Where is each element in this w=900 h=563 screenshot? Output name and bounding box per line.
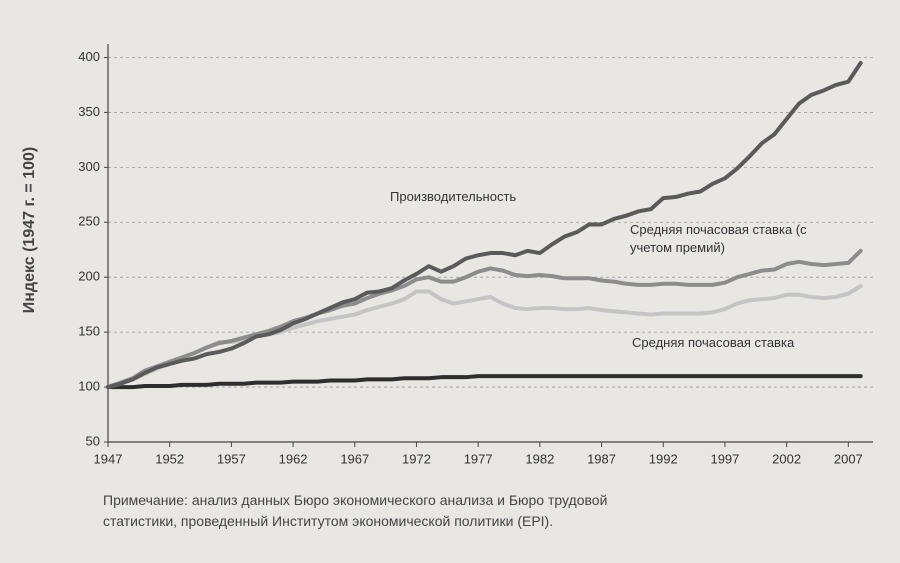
- y-tick-label: 300: [78, 159, 100, 174]
- x-tick-label: 1972: [402, 451, 431, 466]
- x-tick-label: 1957: [217, 451, 246, 466]
- note-line: Примечание: анализ данных Бюро экономиче…: [103, 492, 608, 508]
- x-tick-label: 1977: [464, 451, 493, 466]
- x-tick-label: 1992: [649, 451, 678, 466]
- x-tick-label: 1947: [94, 451, 123, 466]
- x-tick-label: 1982: [525, 451, 554, 466]
- series-line: [106, 60, 863, 390]
- note: Примечание: анализ данных Бюро экономиче…: [103, 490, 743, 532]
- series-label: Средняя почасовая ставка: [632, 335, 795, 350]
- x-tick-label: 1952: [155, 451, 184, 466]
- x-tick-label: 1987: [587, 451, 616, 466]
- series-label: Производительность: [390, 189, 517, 204]
- series-label: Средняя почасовая ставка (с учетом преми…: [630, 222, 807, 255]
- x-tick-label: 1962: [279, 451, 308, 466]
- y-tick-label: 250: [78, 214, 100, 229]
- series-line: [106, 248, 863, 390]
- y-tick-label: 350: [78, 104, 100, 119]
- x-tick-label: 2007: [834, 451, 863, 466]
- y-tick-label: 400: [78, 49, 100, 64]
- series-line: [106, 374, 863, 390]
- x-tick-label: 1997: [710, 451, 739, 466]
- x-tick-label: 1967: [340, 451, 369, 466]
- y-tick-label: 100: [78, 379, 100, 394]
- note-line: статистики, проведенный Институтом эконо…: [103, 513, 554, 529]
- x-tick-label: 2002: [772, 451, 801, 466]
- y-tick-label: 200: [78, 269, 100, 284]
- y-axis-label: Индекс (1947 г. = 100): [21, 147, 38, 314]
- y-tick-label: 50: [86, 433, 100, 448]
- y-tick-label: 150: [78, 324, 100, 339]
